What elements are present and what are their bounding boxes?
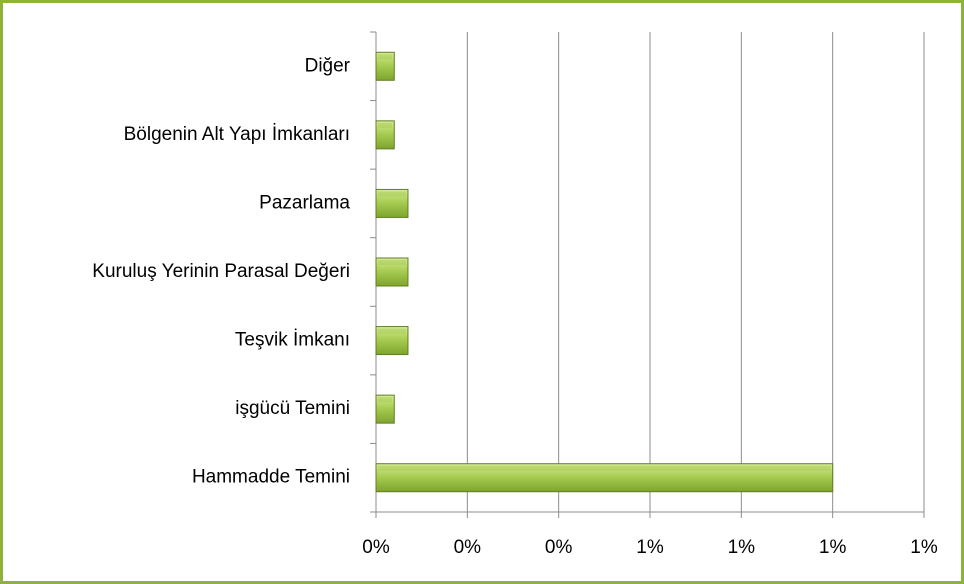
x-tick-label: 1% bbox=[819, 537, 847, 558]
bar bbox=[375, 51, 395, 81]
y-tick-label: Bölgenin Alt Yapı İmkanları bbox=[124, 124, 350, 145]
y-tick-label: Pazarlama bbox=[259, 192, 350, 213]
bar-highlight bbox=[378, 397, 393, 403]
x-tick-label: 1% bbox=[728, 537, 756, 558]
y-tick-label: Kuruluş Yerinin Parasal Değeri bbox=[92, 261, 350, 282]
x-tick-label: 0% bbox=[454, 537, 482, 558]
bar-highlight bbox=[378, 328, 406, 334]
bar bbox=[375, 188, 409, 218]
bar bbox=[375, 463, 834, 493]
bar-highlight bbox=[378, 122, 393, 128]
x-tick-label: 1% bbox=[910, 537, 938, 558]
x-tick-label: 0% bbox=[545, 537, 573, 558]
y-tick-label: Diğer bbox=[305, 55, 351, 76]
x-tick-label: 0% bbox=[362, 537, 390, 558]
x-tick-label: 1% bbox=[636, 537, 664, 558]
bar bbox=[375, 394, 395, 424]
y-tick-label: Teşvik İmkanı bbox=[235, 330, 350, 351]
y-tick-label: Hammadde Temini bbox=[192, 467, 350, 488]
bar-highlight bbox=[378, 260, 406, 265]
bar-highlight bbox=[378, 191, 406, 197]
bar bbox=[375, 120, 395, 150]
bar bbox=[375, 326, 409, 356]
bar-highlight bbox=[378, 54, 393, 60]
bar-highlight bbox=[378, 465, 831, 471]
y-tick-label: işgücü Temini bbox=[235, 398, 350, 419]
bar bbox=[375, 257, 409, 287]
